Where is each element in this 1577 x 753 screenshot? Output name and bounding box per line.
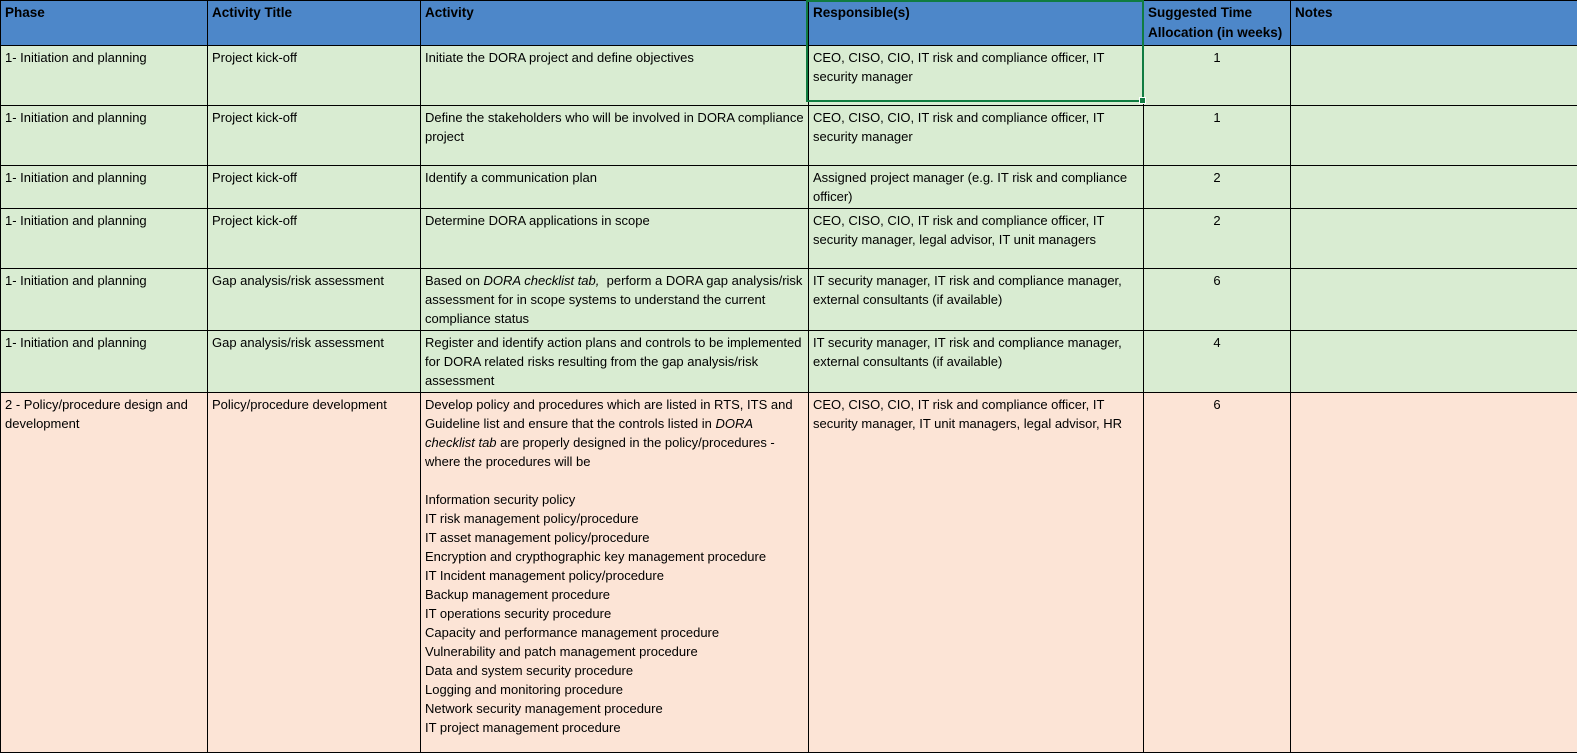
- cell-activity-title[interactable]: Project kick-off: [208, 209, 421, 269]
- table-row: 2 - Policy/procedure design and developm…: [1, 393, 1577, 753]
- cell-phase[interactable]: 1- Initiation and planning: [1, 106, 208, 166]
- cell-notes[interactable]: [1291, 46, 1577, 106]
- cell-activity[interactable]: Initiate the DORA project and define obj…: [421, 46, 809, 106]
- cell-responsibles[interactable]: CEO, CISO, CIO, IT risk and compliance o…: [809, 46, 1144, 106]
- header-activity-title[interactable]: Activity Title: [208, 1, 421, 46]
- cell-weeks[interactable]: 2: [1144, 166, 1291, 209]
- cell-activity[interactable]: Develop policy and procedures which are …: [421, 393, 809, 753]
- cell-weeks[interactable]: 1: [1144, 46, 1291, 106]
- table-row: 1- Initiation and planning Gap analysis/…: [1, 331, 1577, 393]
- cell-phase[interactable]: 1- Initiation and planning: [1, 209, 208, 269]
- cell-activity[interactable]: Determine DORA applications in scope: [421, 209, 809, 269]
- cell-responsibles[interactable]: CEO, CISO, CIO, IT risk and compliance o…: [809, 209, 1144, 269]
- header-time-allocation[interactable]: Suggested Time Allocation (in weeks): [1144, 1, 1291, 46]
- table-row: 1- Initiation and planning Project kick-…: [1, 166, 1577, 209]
- cell-responsibles[interactable]: CEO, CISO, CIO, IT risk and compliance o…: [809, 106, 1144, 166]
- cell-responsibles[interactable]: CEO, CISO, CIO, IT risk and compliance o…: [809, 393, 1144, 753]
- cell-activity[interactable]: Identify a communication plan: [421, 166, 809, 209]
- table-row: 1- Initiation and planning Project kick-…: [1, 46, 1577, 106]
- cell-responsibles[interactable]: IT security manager, IT risk and complia…: [809, 269, 1144, 331]
- cell-phase[interactable]: 1- Initiation and planning: [1, 331, 208, 393]
- table-row: 1- Initiation and planning Project kick-…: [1, 106, 1577, 166]
- cell-weeks[interactable]: 6: [1144, 393, 1291, 753]
- cell-activity-title[interactable]: Gap analysis/risk assessment: [208, 331, 421, 393]
- cell-activity[interactable]: Define the stakeholders who will be invo…: [421, 106, 809, 166]
- cell-activity[interactable]: Register and identify action plans and c…: [421, 331, 809, 393]
- header-row: Phase Activity Title Activity Responsibl…: [1, 1, 1577, 46]
- cell-phase[interactable]: 1- Initiation and planning: [1, 166, 208, 209]
- header-responsibles[interactable]: Responsible(s): [809, 1, 1144, 46]
- table-row: 1- Initiation and planning Project kick-…: [1, 209, 1577, 269]
- cell-phase[interactable]: 1- Initiation and planning: [1, 269, 208, 331]
- cell-responsibles[interactable]: Assigned project manager (e.g. IT risk a…: [809, 166, 1144, 209]
- cell-notes[interactable]: [1291, 331, 1577, 393]
- cell-phase[interactable]: 1- Initiation and planning: [1, 46, 208, 106]
- cell-notes[interactable]: [1291, 269, 1577, 331]
- cell-notes[interactable]: [1291, 209, 1577, 269]
- cell-weeks[interactable]: 4: [1144, 331, 1291, 393]
- cell-activity-title[interactable]: Project kick-off: [208, 106, 421, 166]
- header-activity[interactable]: Activity: [421, 1, 809, 46]
- table-row: 1- Initiation and planning Gap analysis/…: [1, 269, 1577, 331]
- cell-weeks[interactable]: 6: [1144, 269, 1291, 331]
- cell-notes[interactable]: [1291, 166, 1577, 209]
- fill-handle[interactable]: [1139, 97, 1146, 104]
- cell-weeks[interactable]: 1: [1144, 106, 1291, 166]
- cell-notes[interactable]: [1291, 393, 1577, 753]
- cell-notes[interactable]: [1291, 106, 1577, 166]
- cell-activity[interactable]: Based on DORA checklist tab, perform a D…: [421, 269, 809, 331]
- cell-activity-title[interactable]: Gap analysis/risk assessment: [208, 269, 421, 331]
- header-phase[interactable]: Phase: [1, 1, 208, 46]
- header-notes[interactable]: Notes: [1291, 1, 1577, 46]
- cell-activity-title[interactable]: Project kick-off: [208, 166, 421, 209]
- cell-phase[interactable]: 2 - Policy/procedure design and developm…: [1, 393, 208, 753]
- cell-weeks[interactable]: 2: [1144, 209, 1291, 269]
- cell-responsibles[interactable]: IT security manager, IT risk and complia…: [809, 331, 1144, 393]
- cell-activity-title[interactable]: Project kick-off: [208, 46, 421, 106]
- cell-activity-title[interactable]: Policy/procedure development: [208, 393, 421, 753]
